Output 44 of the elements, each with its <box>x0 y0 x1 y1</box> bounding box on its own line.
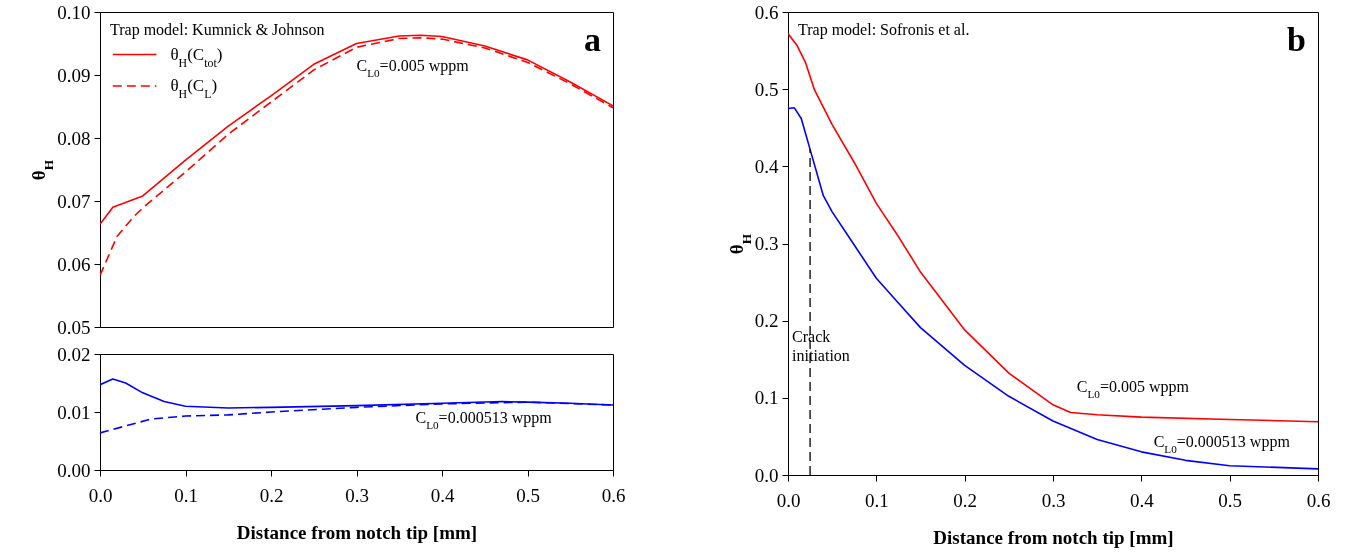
x-tick-label: 0.1 <box>864 489 889 511</box>
ref-line-label: Crack initiation <box>792 328 850 365</box>
annotation: C$_{L0}$=0.005 wppm <box>356 56 470 79</box>
y-tick-label: 0.0 <box>754 464 779 486</box>
legend-label: θ$_{H}$(C$_{tot}$) <box>170 44 223 70</box>
legend-label: θ$_{H}$(C$_{L}$) <box>170 76 218 102</box>
annotation: Trap model: Kumnick & Johnson <box>110 21 325 39</box>
x-tick-label: 0.0 <box>88 484 113 506</box>
y-tick-label: 0.08 <box>57 127 91 149</box>
x-tick-label: 0.4 <box>430 484 455 506</box>
annotation: a <box>584 21 601 58</box>
x-tick-label: 0.3 <box>345 484 369 506</box>
y-tick-label: 0.3 <box>754 233 779 254</box>
y-tick-label: 0.1 <box>754 387 779 409</box>
y-tick-label: 0.01 <box>57 401 91 423</box>
y-tick-label: 0.00 <box>57 459 91 481</box>
y-tick-label: 0.07 <box>57 190 91 212</box>
annotation: C$_{L0}$=0.000513 wppm <box>1153 432 1291 455</box>
x-tick-label: 0.1 <box>174 484 198 506</box>
x-tick-label: 0.3 <box>1041 489 1066 511</box>
annotation: C$_{L0}$=0.000513 wppm <box>415 408 553 431</box>
x-tick-label: 0.5 <box>1218 489 1243 511</box>
y-tick-label: 0.02 <box>57 343 91 365</box>
line-series <box>788 106 1318 470</box>
annotation: C$_{L0}$=0.005 wppm <box>1076 378 1190 401</box>
x-axis-title: Distance from notch tip [mm] <box>236 521 478 543</box>
x-tick-label: 0.0 <box>776 489 801 511</box>
y-tick-label: 0.09 <box>57 64 91 86</box>
y-tick-label: 0.4 <box>754 155 779 177</box>
x-tick-label: 0.6 <box>1306 489 1331 511</box>
x-tick-label: 0.2 <box>259 484 284 506</box>
y-tick-label: 0.6 <box>754 1 779 23</box>
annotation: Trap model: Sofronis et al. <box>798 21 970 39</box>
y-tick-label: 0.10 <box>57 1 91 23</box>
y-tick-label: 0.06 <box>57 253 91 275</box>
x-tick-label: 0.6 <box>601 484 626 506</box>
y-tick-label: 0.05 <box>57 316 91 338</box>
annotation: b <box>1287 21 1306 58</box>
y-tick-label: 0.2 <box>754 310 779 332</box>
x-tick-label: 0.2 <box>953 489 978 511</box>
x-axis-title: Distance from notch tip [mm] <box>933 526 1174 548</box>
x-tick-label: 0.5 <box>516 484 540 506</box>
y-tick-label: 0.5 <box>754 78 779 100</box>
x-tick-label: 0.4 <box>1129 489 1155 511</box>
